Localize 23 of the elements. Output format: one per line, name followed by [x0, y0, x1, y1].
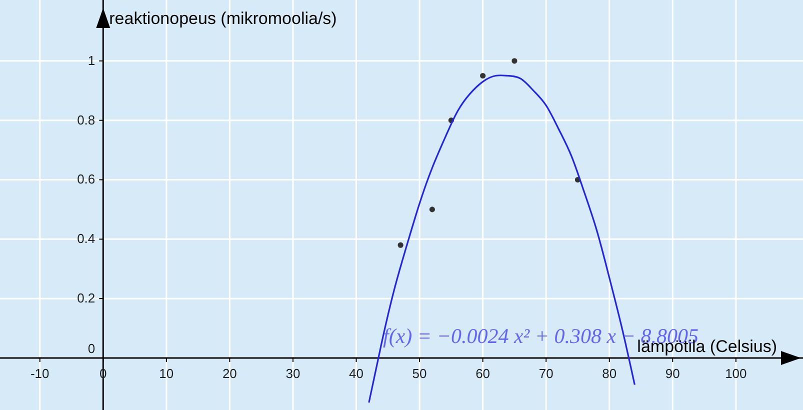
point [512, 58, 518, 64]
point [429, 206, 435, 212]
x-tick-label: 90 [665, 366, 680, 382]
x-tick-label: 40 [349, 366, 364, 382]
point [480, 72, 486, 79]
y-axis-title: reaktionopeus (mikromoolia/s) [109, 9, 337, 28]
x-tick-label: 10 [159, 366, 174, 382]
y-tick-label: 0.4 [77, 231, 96, 246]
y-tick-label: 0.6 [77, 172, 96, 187]
y-tick-label: 0.2 [77, 290, 96, 306]
x-tick-label: -10 [30, 366, 50, 382]
y-tick-label: 0.8 [77, 112, 96, 128]
x-tick-label: 20 [222, 366, 237, 382]
line-series [368, 74, 636, 404]
x-tick-label: 60 [476, 366, 490, 382]
x-tick-label: 80 [602, 366, 617, 382]
x-tick-label: 70 [538, 366, 554, 382]
y-tick-label: 0 [88, 341, 96, 356]
x-tick-label: 100 [725, 366, 747, 382]
x-tick-label: 30 [286, 366, 300, 382]
y-tick-label: 1 [88, 52, 96, 68]
point [398, 242, 404, 248]
x-tick-label: 50 [412, 366, 427, 382]
